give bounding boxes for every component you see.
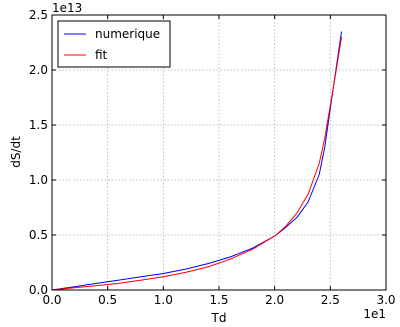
y-axis-label: dS/dt (9, 136, 23, 168)
x-tick-label: 1.0 (154, 293, 173, 307)
x-axis-label: Td (211, 311, 227, 325)
series-line-fit (51, 36, 342, 291)
x-tick-label: 1.5 (209, 293, 228, 307)
x-tick-label: 0.0 (42, 293, 61, 307)
y-tick-label: 2.0 (29, 63, 48, 77)
legend-box (57, 20, 171, 68)
legend-label-numerique: numerique (95, 27, 160, 41)
x-tick-label: 3.0 (376, 293, 395, 307)
legend-label-fit: fit (95, 48, 108, 62)
y-tick-label: 0.5 (29, 228, 48, 242)
y-tick-label: 0.0 (29, 283, 48, 297)
axis-ticks: 0.0 0.5 1.0 1.5 2.0 2.5 3.0 0.0 0.5 1.0 1.5 2.0 2.5 (29, 8, 396, 307)
y-tick-label: 2.5 (29, 8, 48, 22)
x-offset-label: 1e1 (363, 307, 386, 321)
x-tick-label: 2.0 (265, 293, 284, 307)
legend: numerique fit (57, 20, 171, 68)
y-offset-label: 1e13 (52, 1, 82, 15)
x-tick-label: 0.5 (98, 293, 117, 307)
series-line-numerique (51, 31, 342, 291)
y-tick-label: 1.0 (29, 173, 48, 187)
x-tick-label: 2.5 (321, 293, 340, 307)
y-tick-label: 1.5 (29, 118, 48, 132)
plot-series (51, 31, 342, 291)
